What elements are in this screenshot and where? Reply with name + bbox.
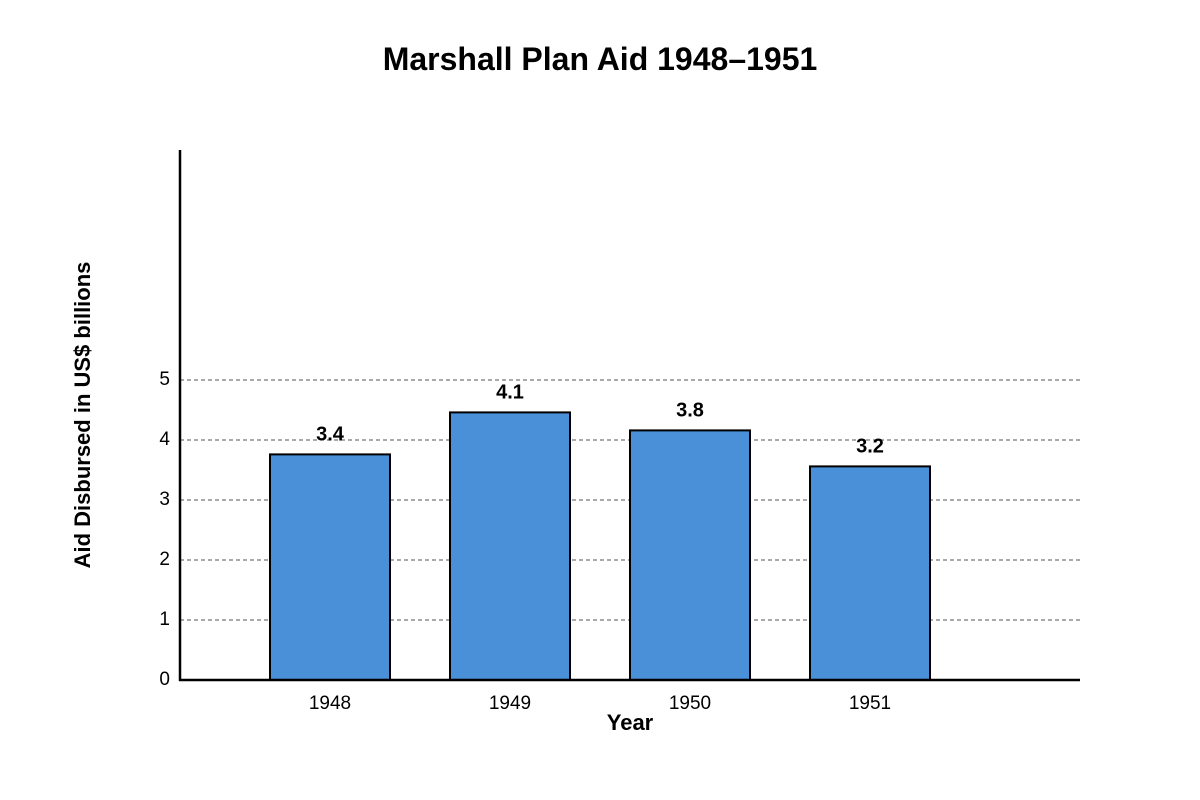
x-tick-label-1950: 1950	[669, 693, 711, 714]
y-tick-label: 1	[159, 609, 170, 630]
x-tick-label-1951: 1951	[849, 693, 891, 714]
x-tick-label-1949: 1949	[489, 693, 531, 714]
y-tick-label: 2	[159, 549, 170, 570]
bar-1949	[449, 411, 571, 681]
bar-1948	[269, 453, 391, 681]
y-axis-label: Aid Disbursed in US$ billions	[70, 262, 95, 569]
data-label-1950: 3.8	[676, 399, 704, 421]
data-label-1949: 4.1	[496, 381, 524, 403]
chart-title: Marshall Plan Aid 1948–1951	[383, 41, 818, 77]
x-tick-labels: 1948 1949 1950 1951	[309, 693, 891, 714]
y-tick-label: 5	[159, 369, 170, 390]
y-tick-labels: 0 1 2 3 4 5	[159, 369, 170, 690]
data-label-1948: 3.4	[316, 423, 345, 445]
bar-1950	[629, 429, 751, 681]
y-tick-label: 3	[159, 489, 170, 510]
data-label-1951: 3.2	[856, 435, 884, 457]
x-axis-label: Year	[607, 710, 654, 735]
bar-1951	[809, 465, 931, 681]
x-tick-label-1948: 1948	[309, 693, 351, 714]
bars	[269, 411, 931, 681]
y-tick-label: 0	[159, 669, 170, 690]
y-tick-label: 4	[159, 429, 170, 450]
data-labels: 3.4 4.1 3.8 3.2	[316, 381, 884, 457]
